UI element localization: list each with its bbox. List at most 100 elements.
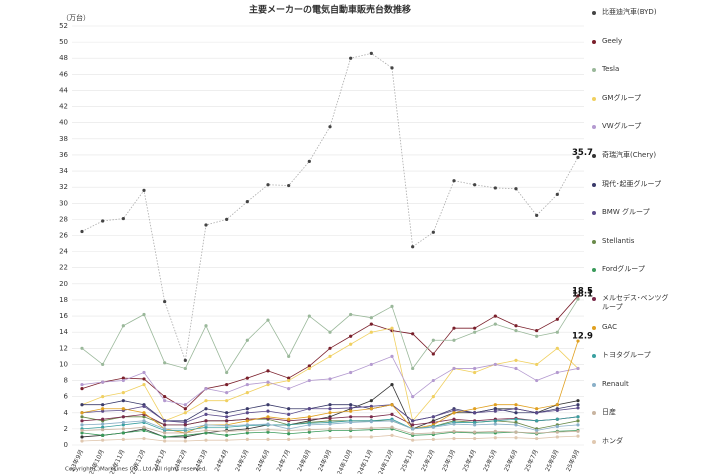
- x-tick-label: 24年6月: [254, 448, 271, 473]
- data-point: [473, 183, 477, 187]
- data-point: [80, 431, 84, 435]
- data-point: [452, 338, 456, 342]
- data-point: [307, 428, 311, 432]
- data-point: [555, 430, 559, 434]
- data-point: [142, 425, 146, 429]
- data-point: [266, 369, 270, 373]
- data-point: [204, 431, 208, 435]
- legend-marker: [592, 125, 596, 130]
- data-point: [390, 403, 394, 407]
- data-point: [452, 411, 456, 415]
- data-point: [535, 428, 539, 433]
- data-point: [307, 423, 311, 427]
- legend-marker: [592, 211, 596, 216]
- x-tick-label: 25年3月: [440, 448, 457, 473]
- data-point: [101, 407, 105, 411]
- data-point: [431, 420, 435, 425]
- data-point: [80, 403, 84, 407]
- data-point: [452, 408, 456, 412]
- data-point: [493, 407, 497, 411]
- data-point: [266, 380, 270, 384]
- data-point: [576, 406, 580, 410]
- data-point: [121, 431, 125, 435]
- chart-title: 主要メーカーの電気自動車販売台数推移: [249, 4, 411, 16]
- data-point: [514, 403, 518, 407]
- data-point: [493, 362, 497, 367]
- legend-label: 比亜迪汽車(BYD): [602, 8, 657, 16]
- data-point: [225, 429, 229, 433]
- data-point: [163, 399, 167, 403]
- x-tick-label: 24年7月: [275, 448, 292, 473]
- y-tick-label: 38: [59, 135, 68, 143]
- legend-item: 現代･起亜グループ: [592, 180, 707, 209]
- x-tick-label: 24年12月: [376, 448, 395, 474]
- data-point: [287, 432, 291, 436]
- data-point: [287, 423, 291, 427]
- data-point: [576, 297, 580, 301]
- legend-marker: [592, 325, 596, 330]
- data-point: [121, 399, 125, 403]
- data-point: [390, 433, 394, 437]
- data-point: [121, 420, 125, 425]
- data-point: [266, 409, 270, 413]
- data-point: [369, 330, 373, 334]
- data-point: [535, 436, 539, 441]
- data-point: [80, 439, 84, 443]
- x-tick-label: 25年4月: [461, 448, 478, 473]
- y-tick-label: 34: [59, 167, 68, 175]
- data-point: [349, 406, 353, 410]
- data-point: [452, 429, 456, 433]
- legend-label: Tesla: [602, 65, 620, 74]
- data-point: [390, 326, 394, 330]
- data-point: [121, 216, 125, 221]
- data-point: [204, 419, 208, 423]
- data-point: [307, 436, 311, 441]
- y-tick-label: 12: [59, 344, 68, 352]
- y-tick-label: 2: [64, 425, 68, 433]
- data-point: [390, 66, 394, 70]
- data-point: [183, 427, 187, 431]
- data-point: [452, 366, 456, 371]
- data-point: [493, 436, 497, 440]
- data-point: [411, 423, 415, 427]
- legend-label: GAC: [602, 322, 617, 331]
- x-tick-label: 24年4月: [213, 448, 230, 473]
- data-point: [576, 339, 580, 343]
- legend-item: 比亜迪汽車(BYD): [592, 8, 707, 37]
- data-point: [431, 378, 435, 383]
- data-point: [431, 425, 435, 429]
- data-point: [390, 419, 394, 423]
- data-point: [204, 425, 208, 429]
- legend-item: BMW グループ: [592, 208, 707, 237]
- data-point: [411, 366, 415, 371]
- data-point: [431, 230, 435, 234]
- data-point: [101, 433, 105, 437]
- data-point: [163, 361, 167, 365]
- data-point: [80, 386, 84, 391]
- data-point: [328, 403, 332, 407]
- data-point: [535, 362, 539, 367]
- legend-item: 日産: [592, 408, 707, 437]
- legend-marker: [592, 239, 596, 244]
- data-point: [473, 420, 477, 425]
- data-point: [576, 429, 580, 433]
- y-tick-label: 16: [59, 312, 68, 320]
- data-point: [225, 419, 229, 423]
- data-point: [349, 435, 353, 439]
- data-point: [473, 436, 477, 441]
- data-point: [328, 346, 332, 350]
- legend-item: メルセデス･ベンツグループ: [592, 294, 707, 323]
- data-point: [204, 428, 208, 433]
- data-point: [514, 324, 518, 328]
- data-point: [390, 304, 394, 309]
- legend-marker: [592, 182, 596, 187]
- data-point: [307, 366, 311, 371]
- legend-item: ホンダ: [592, 437, 707, 466]
- data-point: [142, 428, 146, 433]
- data-point: [473, 330, 477, 334]
- data-point: [101, 438, 105, 442]
- data-point: [287, 378, 291, 383]
- data-point: [183, 411, 187, 415]
- y-tick-label: 14: [59, 328, 68, 336]
- data-point: [225, 217, 229, 221]
